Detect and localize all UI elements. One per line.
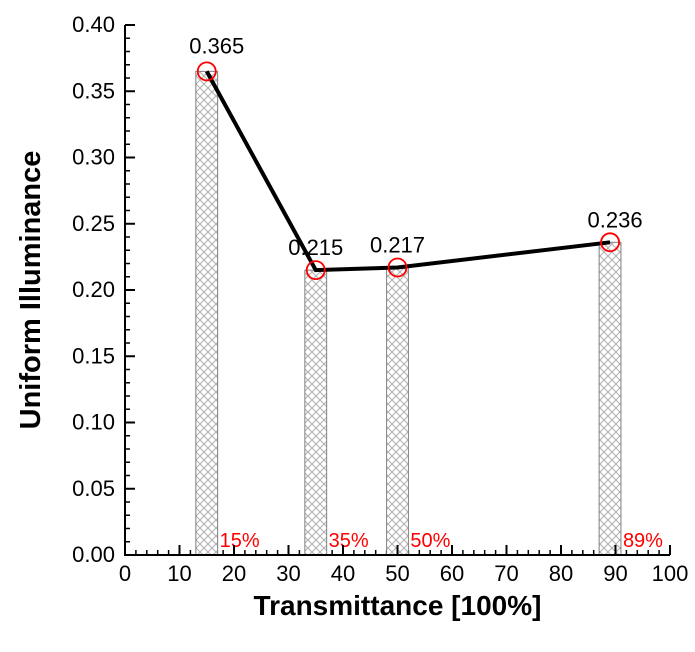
x-tick-label: 30 <box>276 561 300 586</box>
x-tick-label: 20 <box>222 561 246 586</box>
x-tick-label: 40 <box>331 561 355 586</box>
data-label-35: 0.215 <box>288 235 343 260</box>
bar-89 <box>599 242 621 555</box>
y-tick-label: 0.05 <box>72 476 115 501</box>
bar-15 <box>196 71 218 555</box>
pct-label-35: 35% <box>329 530 369 552</box>
x-tick-label: 0 <box>119 561 131 586</box>
y-tick-label: 0.10 <box>72 410 115 435</box>
y-tick-label: 0.25 <box>72 211 115 236</box>
pct-label-89: 89% <box>623 530 663 552</box>
bar-50 <box>387 267 409 555</box>
x-tick-label: 10 <box>167 561 191 586</box>
x-tick-label: 100 <box>652 561 689 586</box>
chart-svg: 0.365 0.215 0.217 0.236 15% 35% 50% 89% 0 10 20 30 4… <box>0 0 695 652</box>
x-tick-label: 90 <box>603 561 627 586</box>
y-tick-label: 0.40 <box>72 12 115 37</box>
y-tick-label: 0.20 <box>72 277 115 302</box>
pct-label-50: 50% <box>410 530 450 552</box>
data-label-89: 0.236 <box>588 207 643 232</box>
chart-container: 0.365 0.215 0.217 0.236 15% 35% 50% 89% 0 10 20 30 4… <box>0 0 695 652</box>
x-tick-label: 70 <box>494 561 518 586</box>
x-tick-label: 50 <box>385 561 409 586</box>
y-tick-label: 0.35 <box>72 78 115 103</box>
x-axis-label: Transmittance [100%] <box>254 590 542 621</box>
y-tick-label: 0.00 <box>72 542 115 567</box>
data-label-15: 0.365 <box>189 33 244 58</box>
x-tick-label: 60 <box>440 561 464 586</box>
y-tick-label: 0.30 <box>72 145 115 170</box>
pct-label-15: 15% <box>220 530 260 552</box>
bar-35 <box>305 270 327 555</box>
x-tick-label: 80 <box>549 561 573 586</box>
data-label-50: 0.217 <box>370 232 425 257</box>
y-axis-label: Uniform Illuminance <box>15 151 47 430</box>
y-tick-label: 0.15 <box>72 343 115 368</box>
